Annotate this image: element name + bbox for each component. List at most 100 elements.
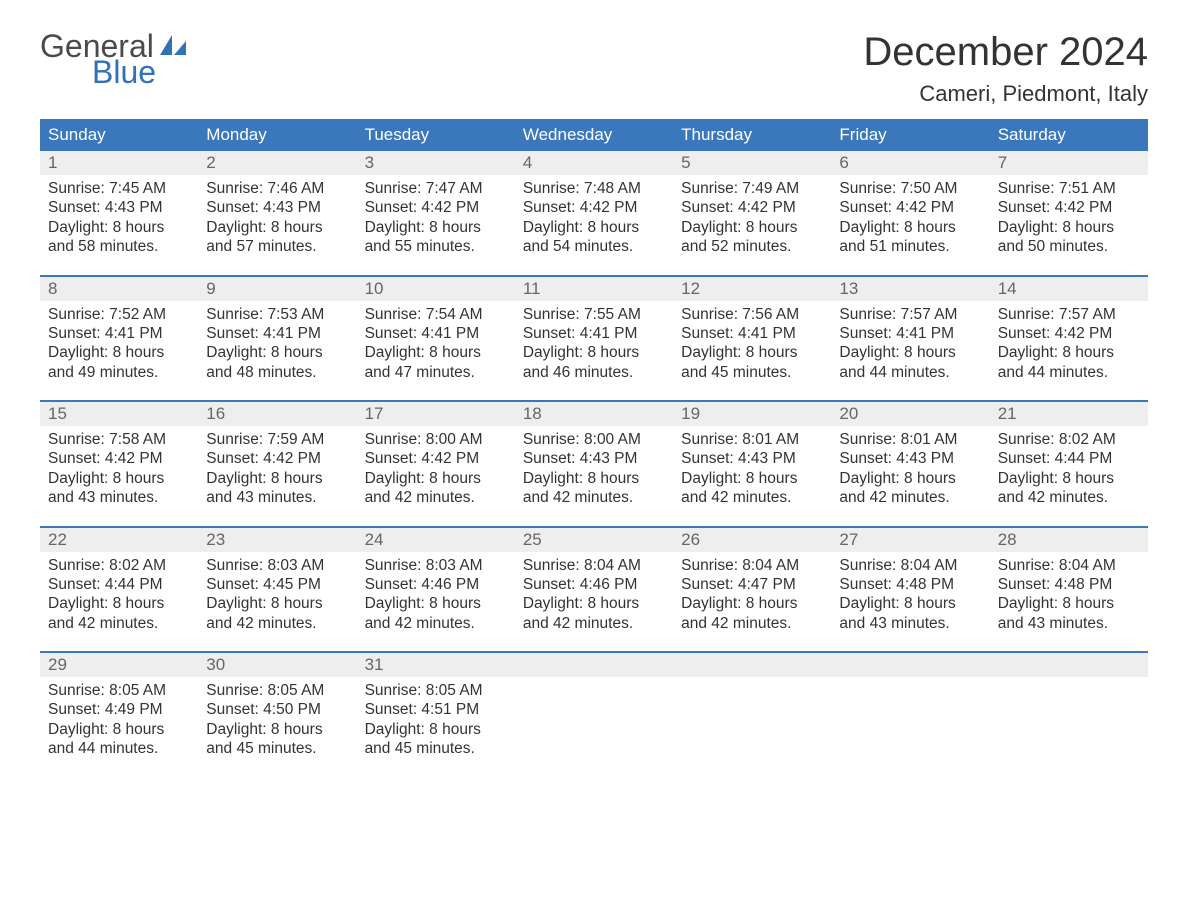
day-number: 8	[40, 277, 198, 301]
week-row: 29Sunrise: 8:05 AMSunset: 4:49 PMDayligh…	[40, 651, 1148, 767]
day-content: Sunrise: 7:45 AMSunset: 4:43 PMDaylight:…	[40, 175, 198, 265]
day-content: Sunrise: 7:48 AMSunset: 4:42 PMDaylight:…	[515, 175, 673, 265]
day-cell: 19Sunrise: 8:01 AMSunset: 4:43 PMDayligh…	[673, 402, 831, 516]
day-content: Sunrise: 7:58 AMSunset: 4:42 PMDaylight:…	[40, 426, 198, 516]
day-number: 1	[40, 151, 198, 175]
day-line-d2: and 46 minutes.	[523, 363, 665, 382]
day-line-d2: and 42 minutes.	[523, 614, 665, 633]
day-line-d2: and 48 minutes.	[206, 363, 348, 382]
day-content: Sunrise: 8:04 AMSunset: 4:48 PMDaylight:…	[831, 552, 989, 642]
logo: General Blue	[40, 30, 188, 88]
week-row: 8 Sunrise: 7:52 AM Sunset: 4:41 PM Daylight…	[40, 275, 1148, 391]
day-number: 24	[357, 528, 515, 552]
day-line-sunset: Sunset: 4:49 PM	[48, 700, 190, 719]
day-number: 16	[198, 402, 356, 426]
day-line-d1: Daylight: 8 hours	[523, 343, 665, 362]
day-line-sunrise: Sunrise: 7:54 AM	[365, 305, 507, 324]
day-line-sunrise: Sunrise: 8:02 AM	[48, 556, 190, 575]
day-line-d1: Daylight: 8 hours	[681, 594, 823, 613]
day-line-sunrise: Sunrise: 8:00 AM	[365, 430, 507, 449]
day-line-d2: and 43 minutes.	[998, 614, 1140, 633]
day-line-d2: and 54 minutes.	[523, 237, 665, 256]
day-number: 28	[990, 528, 1148, 552]
day-line-d2: and 57 minutes.	[206, 237, 348, 256]
day-line-d1: Daylight: 8 hours	[48, 343, 190, 362]
day-cell: 4Sunrise: 7:48 AMSunset: 4:42 PMDaylight…	[515, 151, 673, 265]
day-cell: 10Sunrise: 7:54 AMSunset: 4:41 PMDayligh…	[357, 277, 515, 391]
day-content: Sunrise: 8:05 AMSunset: 4:50 PMDaylight:…	[198, 677, 356, 767]
day-content: Sunrise: 8:04 AMSunset: 4:47 PMDaylight:…	[673, 552, 831, 642]
day-line-sunrise: Sunrise: 7:51 AM	[998, 179, 1140, 198]
day-content: Sunrise: 7:47 AMSunset: 4:42 PMDaylight:…	[357, 175, 515, 265]
day-number: 22	[40, 528, 198, 552]
day-cell	[673, 653, 831, 767]
day-number: 5	[673, 151, 831, 175]
day-number: 26	[673, 528, 831, 552]
day-content: Sunrise: 8:05 AMSunset: 4:49 PMDaylight:…	[40, 677, 198, 767]
week-row: 1Sunrise: 7:45 AMSunset: 4:43 PMDaylight…	[40, 151, 1148, 265]
day-content: Sunrise: 8:03 AMSunset: 4:46 PMDaylight:…	[357, 552, 515, 642]
day-line-d2: and 42 minutes.	[681, 488, 823, 507]
day-line-d2: and 55 minutes.	[365, 237, 507, 256]
day-line-sunrise: Sunrise: 7:52 AM	[48, 305, 190, 324]
day-line-sunrise: Sunrise: 7:48 AM	[523, 179, 665, 198]
day-line-d1: Daylight: 8 hours	[839, 594, 981, 613]
day-line-sunrise: Sunrise: 7:50 AM	[839, 179, 981, 198]
day-line-sunrise: Sunrise: 7:59 AM	[206, 430, 348, 449]
day-number: 2	[198, 151, 356, 175]
day-line-d1: Daylight: 8 hours	[365, 469, 507, 488]
day-line-d1: Daylight: 8 hours	[998, 218, 1140, 237]
day-line-sunset: Sunset: 4:42 PM	[365, 449, 507, 468]
day-number: 7	[990, 151, 1148, 175]
day-line-sunrise: Sunrise: 8:01 AM	[681, 430, 823, 449]
day-line-sunrise: Sunrise: 8:05 AM	[206, 681, 348, 700]
day-line-d2: and 45 minutes.	[206, 739, 348, 758]
day-line-sunrise: Sunrise: 8:04 AM	[839, 556, 981, 575]
week-row: 22Sunrise: 8:02 AMSunset: 4:44 PMDayligh…	[40, 526, 1148, 642]
day-cell: 5Sunrise: 7:49 AMSunset: 4:42 PMDaylight…	[673, 151, 831, 265]
day-header: Tuesday	[357, 119, 515, 151]
day-line-sunrise: Sunrise: 7:55 AM	[523, 305, 665, 324]
day-line-sunset: Sunset: 4:41 PM	[839, 324, 981, 343]
day-number	[515, 653, 673, 677]
day-content: Sunrise: 8:05 AMSunset: 4:51 PMDaylight:…	[357, 677, 515, 767]
day-line-d2: and 42 minutes.	[365, 614, 507, 633]
day-line-d1: Daylight: 8 hours	[523, 218, 665, 237]
day-line-sunrise: Sunrise: 8:04 AM	[681, 556, 823, 575]
day-cell: 11Sunrise: 7:55 AMSunset: 4:41 PMDayligh…	[515, 277, 673, 391]
day-content: Sunrise: 7:55 AMSunset: 4:41 PMDaylight:…	[515, 301, 673, 391]
day-line-d2: and 42 minutes.	[365, 488, 507, 507]
day-number: 15	[40, 402, 198, 426]
day-line-sunrise: Sunrise: 8:02 AM	[998, 430, 1140, 449]
day-content: Sunrise: 7:57 AMSunset: 4:42 PMDaylight:…	[990, 301, 1148, 391]
day-line-sunset: Sunset: 4:50 PM	[206, 700, 348, 719]
day-cell: 15Sunrise: 7:58 AMSunset: 4:42 PMDayligh…	[40, 402, 198, 516]
day-header: Wednesday	[515, 119, 673, 151]
day-cell: 21Sunrise: 8:02 AMSunset: 4:44 PMDayligh…	[990, 402, 1148, 516]
day-line-sunset: Sunset: 4:44 PM	[998, 449, 1140, 468]
day-number: 20	[831, 402, 989, 426]
day-cell: 14Sunrise: 7:57 AMSunset: 4:42 PMDayligh…	[990, 277, 1148, 391]
day-cell: 13Sunrise: 7:57 AMSunset: 4:41 PMDayligh…	[831, 277, 989, 391]
day-number: 4	[515, 151, 673, 175]
day-cell: 25Sunrise: 8:04 AMSunset: 4:46 PMDayligh…	[515, 528, 673, 642]
day-number	[673, 653, 831, 677]
location-text: Cameri, Piedmont, Italy	[863, 81, 1148, 107]
day-line-sunset: Sunset: 4:43 PM	[681, 449, 823, 468]
calendar: SundayMondayTuesdayWednesdayThursdayFrid…	[40, 119, 1148, 767]
day-number: 3	[357, 151, 515, 175]
day-cell: 3Sunrise: 7:47 AMSunset: 4:42 PMDaylight…	[357, 151, 515, 265]
day-header: Thursday	[673, 119, 831, 151]
day-cell	[515, 653, 673, 767]
day-number: 18	[515, 402, 673, 426]
day-content: Sunrise: 7:46 AMSunset: 4:43 PMDaylight:…	[198, 175, 356, 265]
day-line-sunset: Sunset: 4:45 PM	[206, 575, 348, 594]
day-number: 11	[515, 277, 673, 301]
day-number: 31	[357, 653, 515, 677]
day-number: 14	[990, 277, 1148, 301]
logo-text-blue: Blue	[92, 56, 188, 88]
day-cell: 26Sunrise: 8:04 AMSunset: 4:47 PMDayligh…	[673, 528, 831, 642]
day-number: 10	[357, 277, 515, 301]
day-content: Sunrise: 7:57 AMSunset: 4:41 PMDaylight:…	[831, 301, 989, 391]
day-line-sunset: Sunset: 4:42 PM	[998, 198, 1140, 217]
